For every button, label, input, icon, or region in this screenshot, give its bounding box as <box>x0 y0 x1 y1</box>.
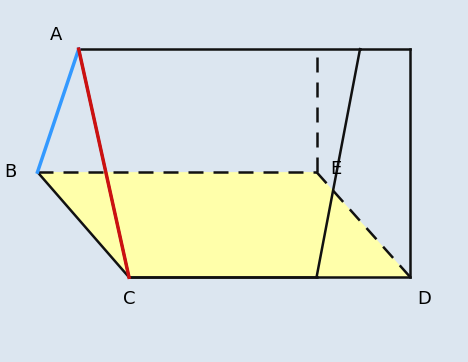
Text: A: A <box>50 26 62 44</box>
Text: C: C <box>123 290 135 308</box>
Polygon shape <box>37 172 410 277</box>
Text: D: D <box>417 290 431 308</box>
Text: B: B <box>5 163 17 181</box>
Text: E: E <box>330 160 342 178</box>
